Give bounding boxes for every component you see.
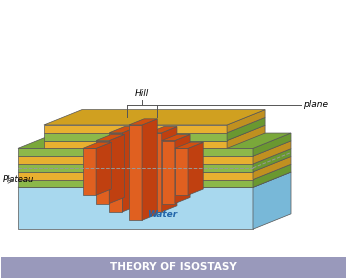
Polygon shape: [162, 134, 190, 141]
Polygon shape: [96, 142, 111, 195]
Polygon shape: [18, 164, 253, 172]
Text: Hill: Hill: [135, 90, 149, 99]
Polygon shape: [96, 141, 109, 204]
Polygon shape: [129, 119, 157, 125]
Polygon shape: [253, 164, 291, 187]
Polygon shape: [44, 110, 265, 125]
Text: Plateau: Plateau: [2, 174, 34, 183]
Polygon shape: [188, 142, 203, 195]
Polygon shape: [175, 148, 188, 195]
Polygon shape: [227, 125, 265, 148]
Polygon shape: [83, 148, 96, 195]
Polygon shape: [253, 157, 291, 179]
Polygon shape: [96, 134, 125, 141]
Polygon shape: [149, 127, 177, 133]
Polygon shape: [253, 149, 291, 172]
Polygon shape: [18, 172, 291, 187]
Text: Water: Water: [147, 210, 177, 219]
Polygon shape: [83, 142, 111, 148]
Polygon shape: [18, 172, 253, 179]
Polygon shape: [44, 141, 227, 148]
Polygon shape: [44, 133, 227, 141]
FancyBboxPatch shape: [1, 257, 346, 278]
Text: THEORY OF ISOSTASY: THEORY OF ISOSTASY: [110, 262, 237, 272]
Polygon shape: [162, 141, 175, 204]
Polygon shape: [18, 187, 253, 229]
Polygon shape: [129, 125, 142, 220]
Polygon shape: [175, 142, 203, 148]
Polygon shape: [253, 133, 291, 156]
Polygon shape: [227, 110, 265, 133]
Polygon shape: [253, 172, 291, 229]
Polygon shape: [142, 119, 157, 220]
Polygon shape: [175, 134, 190, 204]
Polygon shape: [149, 133, 162, 212]
Polygon shape: [253, 141, 291, 164]
Polygon shape: [18, 133, 291, 148]
Polygon shape: [109, 133, 122, 212]
Polygon shape: [18, 148, 253, 156]
Polygon shape: [227, 117, 265, 141]
Polygon shape: [18, 179, 253, 187]
Polygon shape: [122, 127, 137, 212]
Polygon shape: [44, 125, 227, 133]
Polygon shape: [109, 127, 137, 133]
Polygon shape: [109, 134, 125, 204]
Text: plane: plane: [303, 101, 328, 109]
Polygon shape: [162, 127, 177, 212]
Polygon shape: [18, 156, 253, 164]
